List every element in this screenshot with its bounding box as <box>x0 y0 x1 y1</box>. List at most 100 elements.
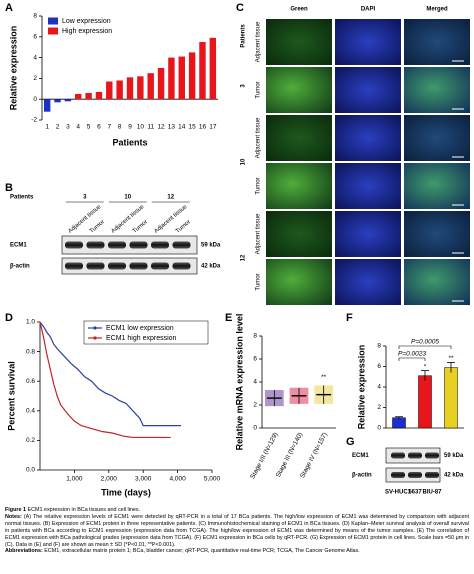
significance: ** <box>448 355 454 362</box>
micrograph <box>404 163 470 209</box>
figure-title: ECM1 expression in BCa tissues and cell … <box>27 507 141 513</box>
abbreviations-text: ECM1, extracellular matrix protein 1; BC… <box>44 548 360 555</box>
micrograph <box>335 211 401 257</box>
row-label: Adjacent tissue <box>256 117 262 158</box>
y-tick-label: 0.4 <box>26 408 35 415</box>
patient-id: 10 <box>124 195 131 201</box>
micrograph <box>266 163 332 209</box>
bar <box>116 80 123 100</box>
bar <box>54 99 61 103</box>
lane-label: BIU-87 <box>422 490 442 496</box>
legend-swatch <box>48 17 58 25</box>
significance: ** <box>321 374 327 381</box>
comparison-label: P=0.0023 <box>398 351 426 358</box>
y-tick-label: 0 <box>33 96 37 103</box>
blot-band <box>172 241 191 249</box>
y-tick-label: 0.6 <box>26 378 35 385</box>
x-tick-label: 1,000 <box>66 476 83 483</box>
x-tick-label: 14 <box>178 124 186 131</box>
micrograph <box>335 19 401 65</box>
bar <box>188 52 196 100</box>
panel-label: F <box>346 312 353 324</box>
blot-band <box>408 472 422 478</box>
x-tick-label: 1 <box>45 124 49 131</box>
micrograph <box>335 163 401 209</box>
micrograph <box>335 259 401 305</box>
survival-line <box>39 321 182 427</box>
bar <box>126 77 134 100</box>
x-tick-label: 7 <box>107 124 111 131</box>
y-axis-title: Percent survival <box>6 361 16 431</box>
blot-band <box>129 262 148 270</box>
bar <box>418 375 432 429</box>
x-tick-label: 8 <box>118 124 122 131</box>
column-header: Merged <box>426 7 448 13</box>
blot-band <box>108 262 126 270</box>
comparison-bracket <box>398 357 426 361</box>
bar <box>85 92 92 100</box>
y-tick-label: 8 <box>377 343 381 350</box>
x-axis-title: Patients <box>112 137 147 147</box>
micrograph <box>335 115 401 161</box>
caption-notes: Notes: (A) The relative expression level… <box>5 514 469 549</box>
blot-band <box>425 452 439 459</box>
blot-band <box>151 262 169 270</box>
blot-band <box>408 452 422 459</box>
bar <box>199 42 206 100</box>
x-tick-label: 12 <box>157 124 165 131</box>
y-tick-label: 6 <box>377 363 381 370</box>
patient-id: 12 <box>241 254 247 261</box>
column-header: DAPI <box>361 7 376 13</box>
x-tick-label: 3 <box>66 124 70 131</box>
band-label: β-actin <box>352 473 372 479</box>
bar <box>75 94 82 100</box>
lane-label: Tumor <box>89 219 106 235</box>
blot-band <box>172 262 191 270</box>
y-tick-label: 0.0 <box>26 467 35 474</box>
row-label: Tumor <box>256 273 262 290</box>
micrograph <box>404 259 470 305</box>
patient-id: 3 <box>241 84 247 88</box>
panel-label: B <box>5 182 13 194</box>
legend-box <box>83 320 209 345</box>
y-axis-title: Relative expression <box>356 345 366 430</box>
x-tick-label: 4 <box>76 124 80 131</box>
micrograph <box>266 211 332 257</box>
legend-label: ECM1 high expression <box>106 335 177 342</box>
legend-swatch <box>48 27 58 35</box>
survival-line <box>39 321 171 439</box>
x-tick-label: 5 <box>87 124 91 131</box>
y-tick-label: 1.0 <box>26 319 35 326</box>
y-tick-label: 2 <box>377 404 381 411</box>
band-size: 42 kDa <box>444 473 464 479</box>
blot-band <box>391 452 405 459</box>
lane-label: Tumor <box>132 219 149 235</box>
bar <box>43 99 51 112</box>
figure: A B C D E F G -2 0 2 4 6 8 Patients Relative expressio… <box>5 2 470 497</box>
y-tick-label: 6 <box>33 34 37 41</box>
blot-band <box>425 472 439 478</box>
caption-abbreviations: Abbreviations: ECM1, extracellular matri… <box>5 548 469 555</box>
blot-band <box>391 472 405 478</box>
x-tick-label: 16 <box>199 124 207 131</box>
notes-text: (A) The relative expression levels of EC… <box>5 513 469 548</box>
x-tick-label: 15 <box>189 124 197 131</box>
panel-label: E <box>225 312 232 324</box>
blot-band <box>86 241 105 249</box>
blot-band <box>65 241 83 249</box>
bar <box>95 91 103 100</box>
y-tick-label: 0 <box>377 425 381 432</box>
band-label: ECM1 <box>352 453 369 459</box>
panel-label: A <box>5 2 13 14</box>
row-label: Adjacent tissue <box>256 21 262 62</box>
blot-band <box>129 241 148 249</box>
lane-label: 5637 <box>408 490 422 496</box>
panels: A B C D E F G -2 0 2 4 6 8 Patients Relative expressio… <box>5 2 470 497</box>
x-tick-label: 13 <box>168 124 176 131</box>
band-size: 59 kDa <box>201 243 221 249</box>
caption: Figure 1 ECM1 expression in BCa tissues … <box>5 507 469 555</box>
patient-id: 10 <box>241 158 247 165</box>
patient-id: 3 <box>83 195 87 201</box>
caption-title: Figure 1 ECM1 expression in BCa tissues … <box>5 507 469 514</box>
